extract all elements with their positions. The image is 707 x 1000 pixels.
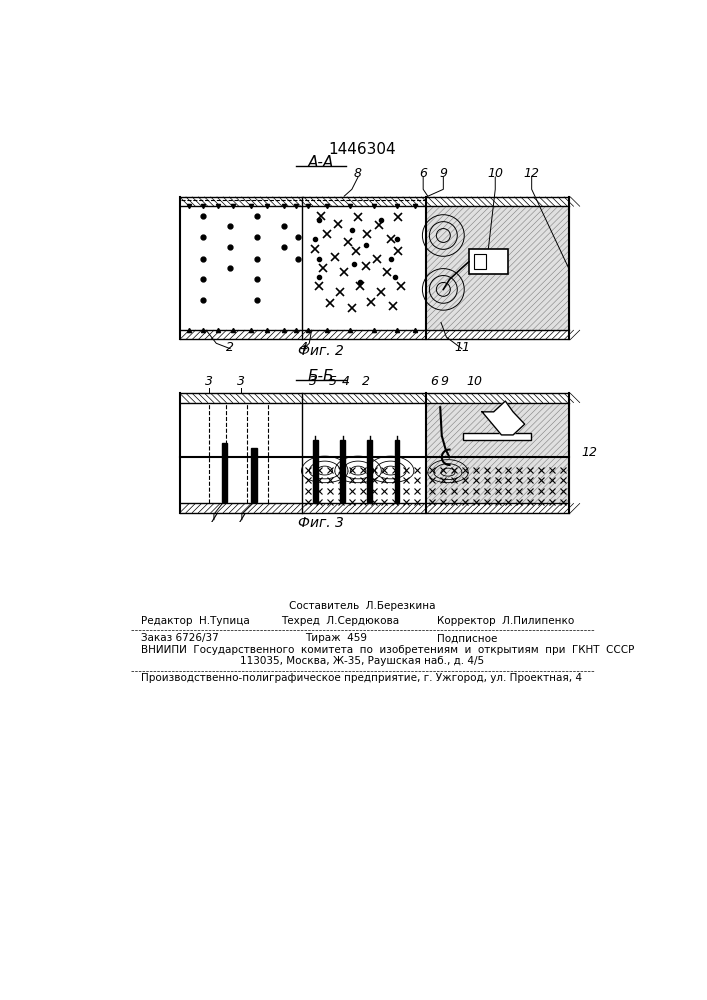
Text: 7: 7 xyxy=(210,512,218,525)
Text: А-А: А-А xyxy=(308,155,334,170)
Text: 3: 3 xyxy=(309,375,317,388)
Polygon shape xyxy=(426,206,569,330)
Text: 3: 3 xyxy=(204,375,213,388)
Polygon shape xyxy=(251,448,257,502)
Text: 4: 4 xyxy=(341,375,350,388)
Polygon shape xyxy=(180,197,569,206)
Text: Корректор  Л.Пилипенко: Корректор Л.Пилипенко xyxy=(437,616,574,626)
Text: Составитель  Л.Березкина: Составитель Л.Березкина xyxy=(288,601,436,611)
Polygon shape xyxy=(368,440,372,502)
Polygon shape xyxy=(180,503,569,513)
Text: 11: 11 xyxy=(454,341,470,354)
Text: 12: 12 xyxy=(524,167,539,180)
Text: 4: 4 xyxy=(300,341,308,354)
Text: 9: 9 xyxy=(441,375,449,388)
Bar xyxy=(474,254,486,269)
Bar xyxy=(469,249,508,274)
Text: Техред  Л.Сердюкова: Техред Л.Сердюкова xyxy=(281,616,399,626)
Text: 6: 6 xyxy=(430,375,438,388)
Text: Тираж  459: Тираж 459 xyxy=(305,633,368,643)
Text: 10: 10 xyxy=(487,167,503,180)
Text: 6: 6 xyxy=(419,167,427,180)
Text: 5: 5 xyxy=(329,375,337,388)
Polygon shape xyxy=(426,403,569,503)
Polygon shape xyxy=(222,443,227,502)
Text: Подписное: Подписное xyxy=(437,633,498,643)
Text: Фиг. 3: Фиг. 3 xyxy=(298,516,344,530)
Text: 2: 2 xyxy=(362,375,370,388)
Polygon shape xyxy=(340,440,345,502)
Text: 113035, Москва, Ж-35, Раушская наб., д. 4/5: 113035, Москва, Ж-35, Раушская наб., д. … xyxy=(240,656,484,666)
Text: ВНИИПИ  Государственного  комитета  по  изобретениям  и  открытиям  при  ГКНТ  С: ВНИИПИ Государственного комитета по изоб… xyxy=(141,645,634,655)
Text: 3: 3 xyxy=(237,375,245,388)
Text: 12: 12 xyxy=(581,446,597,459)
Text: Фиг. 2: Фиг. 2 xyxy=(298,344,344,358)
Text: Производственно-полиграфическое предприятие, г. Ужгород, ул. Проектная, 4: Производственно-полиграфическое предприя… xyxy=(141,673,582,683)
Text: 7: 7 xyxy=(238,512,246,525)
Text: Б-Б: Б-Б xyxy=(308,369,334,384)
Text: 9: 9 xyxy=(439,167,448,180)
Text: 8: 8 xyxy=(354,167,362,180)
Polygon shape xyxy=(395,440,399,502)
Bar xyxy=(462,433,531,440)
Text: 10: 10 xyxy=(467,375,482,388)
Polygon shape xyxy=(313,440,317,502)
Polygon shape xyxy=(180,393,569,403)
Text: 1446304: 1446304 xyxy=(328,142,396,157)
Text: 2: 2 xyxy=(226,341,234,354)
Text: Редактор  Н.Тупица: Редактор Н.Тупица xyxy=(141,616,250,626)
Text: Заказ 6726/37: Заказ 6726/37 xyxy=(141,633,219,643)
Polygon shape xyxy=(180,330,569,339)
Polygon shape xyxy=(482,401,525,435)
